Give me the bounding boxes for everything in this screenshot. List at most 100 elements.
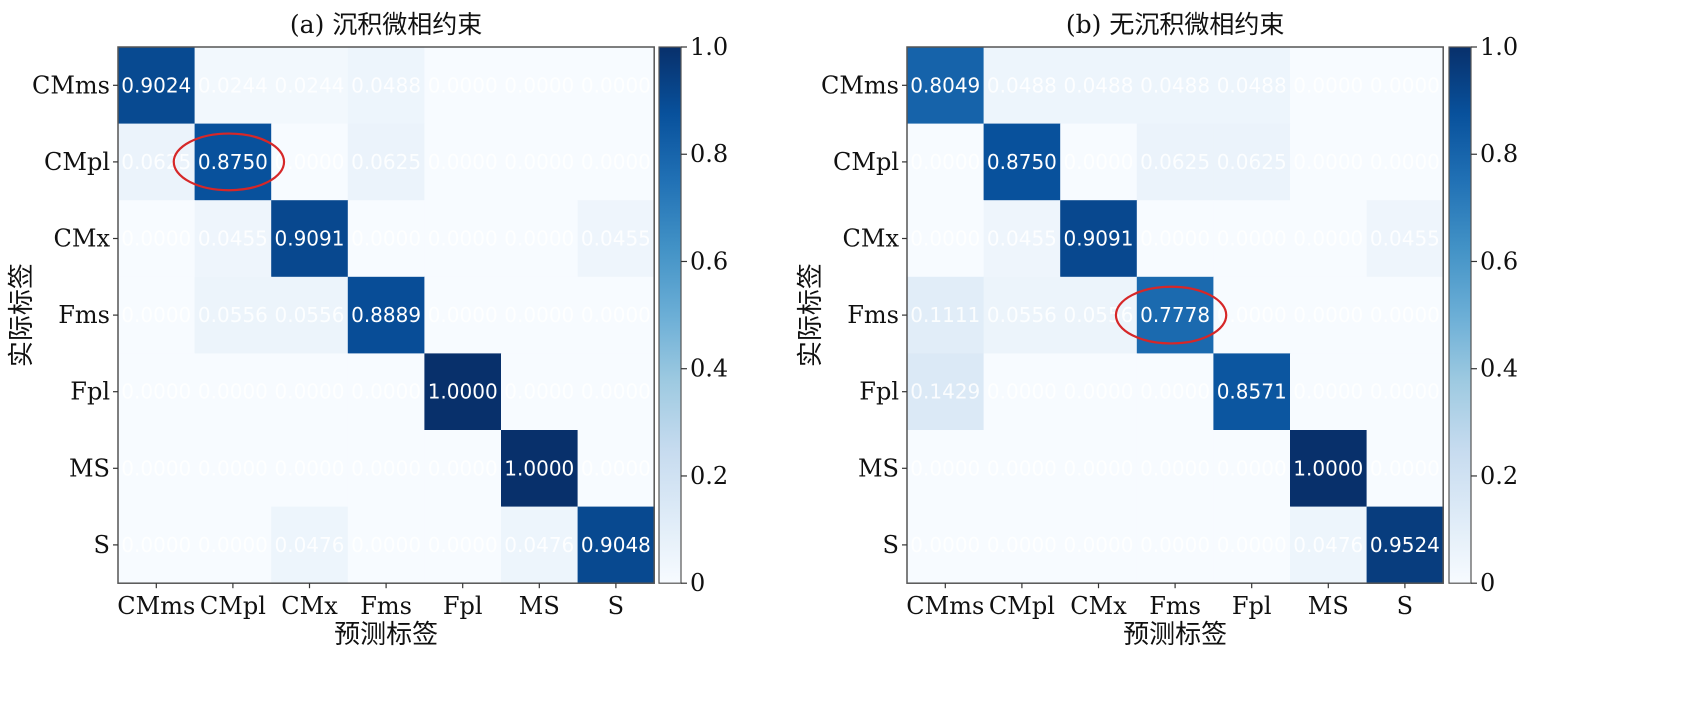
heatmap-cell	[118, 276, 196, 354]
cell-value-label: 0.0000	[1064, 150, 1134, 174]
cell-value-label: 0.0000	[1370, 73, 1440, 97]
heatmap-cell	[577, 430, 655, 508]
cell-value-label: 0.0000	[121, 227, 191, 251]
cell-value-label: 0.0556	[1064, 303, 1134, 327]
heatmap-cell	[424, 353, 502, 431]
cell-value-label: 0.0000	[504, 73, 574, 97]
cell-value-label: 0.0000	[987, 456, 1057, 480]
heatmap-cell	[1366, 353, 1444, 431]
cell-value-label: 0.0000	[428, 456, 498, 480]
chart-title: (a) 沉积微相约束	[290, 10, 482, 39]
heatmap-cell	[1366, 47, 1444, 125]
cell-value-label: 1.0000	[1293, 456, 1363, 480]
heatmap-cell	[347, 276, 425, 354]
heatmap-cell	[983, 353, 1061, 431]
colorbar-tick-label: 1.0	[1480, 33, 1518, 61]
cell-value-label: 0.0000	[1293, 227, 1363, 251]
cell-value-label: 0.0488	[987, 73, 1057, 97]
heatmap-cell	[983, 200, 1061, 278]
heatmap-cell	[1290, 276, 1368, 354]
cell-value-label: 0.9024	[121, 73, 191, 97]
y-tick-label: S	[94, 531, 110, 559]
cell-value-label: 0.0000	[581, 303, 651, 327]
y-tick-label: MS	[858, 454, 899, 482]
x-tick-label: CMpl	[200, 592, 266, 620]
x-tick-label: Fms	[1149, 592, 1201, 620]
cell-value-label: 0.0455	[987, 227, 1057, 251]
cell-value-label: 0.0000	[504, 380, 574, 404]
cell-value-label: 1.0000	[504, 456, 574, 480]
cell-value-label: 0.0000	[351, 533, 421, 557]
cell-value-label: 0.0488	[1140, 73, 1210, 97]
heatmap-cell	[271, 200, 349, 278]
heatmap-cell	[424, 276, 502, 354]
cell-value-label: 0.0625	[351, 150, 421, 174]
heatmap-cell	[983, 430, 1061, 508]
cell-value-label: 0.0000	[198, 456, 268, 480]
highlight-ellipse	[172, 132, 286, 192]
heatmap-cell	[501, 506, 579, 584]
cell-value-label: 1.0000	[428, 380, 498, 404]
cell-value-label: 0.0455	[198, 227, 268, 251]
cell-value-label: 0.0000	[121, 303, 191, 327]
cell-value-label: 0.0000	[275, 150, 345, 174]
cell-value-label: 0.0000	[1217, 227, 1287, 251]
heatmap-cell	[424, 506, 502, 584]
cell-value-label: 0.0000	[910, 150, 980, 174]
y-tick-label: S	[883, 531, 899, 559]
heatmap-cell	[1136, 200, 1214, 278]
heatmap-cell	[907, 47, 985, 125]
heatmap-cell	[347, 506, 425, 584]
heatmap-cell	[907, 200, 985, 278]
heatmap-cell	[118, 353, 196, 431]
cell-value-label: 0.0488	[1217, 73, 1287, 97]
heatmap-cell	[501, 353, 579, 431]
heatmap-cell	[907, 506, 985, 584]
heatmap-cell	[347, 47, 425, 125]
heatmap-cell	[1213, 506, 1291, 584]
cell-value-label: 0.0244	[198, 73, 268, 97]
heatmap-cell	[1290, 123, 1368, 201]
heatmap-cell	[1136, 506, 1214, 584]
cell-value-label: 0.0556	[198, 303, 268, 327]
heatmap-cell	[1060, 506, 1138, 584]
y-tick-label: CMx	[843, 225, 900, 253]
colorbar-tick-label: 0.2	[690, 462, 728, 490]
x-tick-label: CMx	[281, 592, 338, 620]
x-tick-label: Fms	[360, 592, 412, 620]
heatmap-cell	[907, 123, 985, 201]
cell-value-label: 0.0000	[1370, 456, 1440, 480]
cell-value-label: 0.8889	[351, 303, 421, 327]
cell-value-label: 0.0000	[987, 533, 1057, 557]
x-tick-label: CMms	[906, 592, 984, 620]
heatmap-cell	[1136, 47, 1214, 125]
heatmap-cell	[577, 276, 655, 354]
heatmap-cell	[907, 430, 985, 508]
heatmap-cell	[1136, 430, 1214, 508]
y-axis-label: 实际标签	[796, 263, 826, 367]
heatmap-cell	[271, 506, 349, 584]
heatmap-cell	[271, 276, 349, 354]
heatmap-cell	[577, 353, 655, 431]
cell-value-label: 0.0000	[504, 150, 574, 174]
heatmap-cell	[1060, 430, 1138, 508]
cell-value-label: 0.0000	[351, 380, 421, 404]
cell-value-label: 0.0625	[121, 150, 191, 174]
heatmap-cell	[424, 200, 502, 278]
x-tick-label: CMms	[117, 592, 195, 620]
heatmap-cell	[501, 430, 579, 508]
cell-value-label: 0.0000	[1140, 227, 1210, 251]
heatmap-cell	[194, 276, 272, 354]
heatmap-cell	[1060, 353, 1138, 431]
cell-value-label: 0.0000	[1217, 303, 1287, 327]
heatmap-cell	[194, 200, 272, 278]
heatmap-cell	[501, 200, 579, 278]
x-tick-label: Fpl	[443, 592, 483, 620]
heatmap-cell	[194, 47, 272, 125]
cell-value-label: 0.8571	[1217, 380, 1287, 404]
cell-value-label: 0.0244	[275, 73, 345, 97]
heatmap-cell	[983, 123, 1061, 201]
cell-value-label: 0.0000	[581, 380, 651, 404]
cell-value-label: 0.0000	[581, 456, 651, 480]
heatmap-cell	[1366, 200, 1444, 278]
